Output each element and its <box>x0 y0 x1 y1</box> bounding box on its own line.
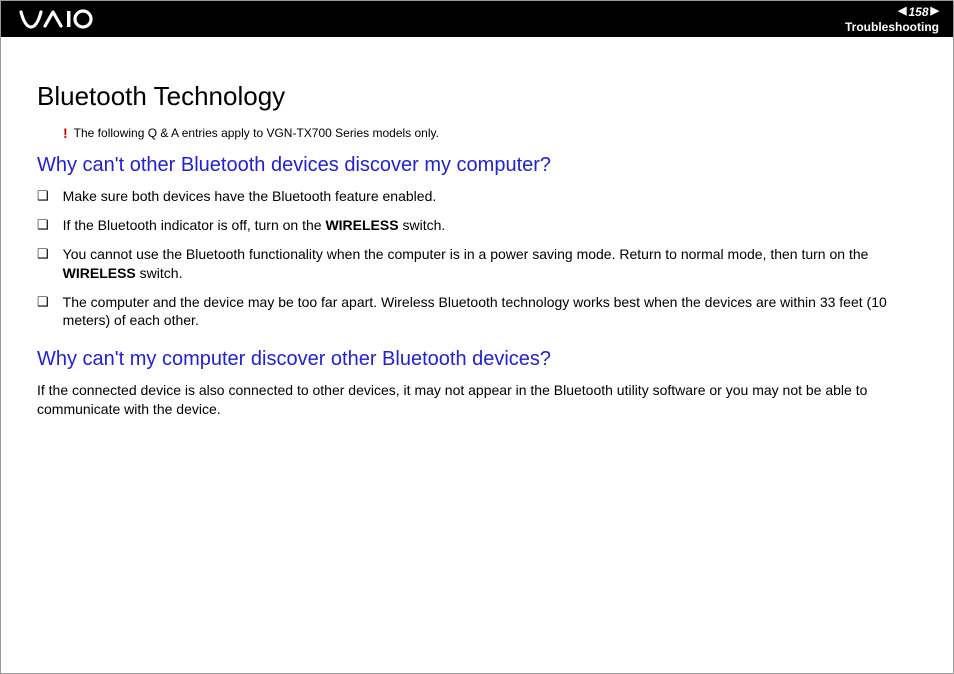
bullet-item: ❑ The computer and the device may be too … <box>37 293 917 331</box>
page-title: Bluetooth Technology <box>37 81 917 112</box>
header-bar: ◀ 158 ▶ Troubleshooting <box>1 1 953 37</box>
bullet-item: ❑ Make sure both devices have the Bluetoo… <box>37 187 917 206</box>
bullet-square-icon: ❑ <box>37 187 49 205</box>
q1-bullet-list: ❑ Make sure both devices have the Bluetoo… <box>37 187 917 330</box>
next-page-arrow-icon[interactable]: ▶ <box>931 6 939 17</box>
bullet-item: ❑ If the Bluetooth indicator is off, turn… <box>37 216 917 235</box>
bullet-square-icon: ❑ <box>37 293 49 311</box>
bullet-square-icon: ❑ <box>37 245 49 263</box>
page-number: 158 <box>909 5 929 19</box>
header-right: ◀ 158 ▶ Troubleshooting <box>845 5 939 34</box>
bullet-square-icon: ❑ <box>37 216 49 234</box>
content-area: Bluetooth Technology ! The following Q &… <box>1 37 953 419</box>
section-label: Troubleshooting <box>845 20 939 34</box>
bullet-text: The computer and the device may be too f… <box>63 293 917 331</box>
note-row: ! The following Q & A entries apply to V… <box>63 126 917 140</box>
question-1-heading: Why can't other Bluetooth devices discov… <box>37 154 917 177</box>
q2-body: If the connected device is also connecte… <box>37 381 917 419</box>
bullet-text: If the Bluetooth indicator is off, turn … <box>63 216 446 235</box>
note-bang-icon: ! <box>63 126 68 140</box>
bullet-text: You cannot use the Bluetooth functionali… <box>63 245 917 283</box>
prev-page-arrow-icon[interactable]: ◀ <box>898 6 906 17</box>
bullet-item: ❑ You cannot use the Bluetooth functional… <box>37 245 917 283</box>
bullet-text: Make sure both devices have the Bluetoot… <box>63 187 437 206</box>
vaio-logo <box>19 9 115 29</box>
question-2-heading: Why can't my computer discover other Blu… <box>37 348 917 371</box>
page-nav[interactable]: ◀ 158 ▶ <box>898 5 939 19</box>
note-text: The following Q & A entries apply to VGN… <box>74 126 439 140</box>
